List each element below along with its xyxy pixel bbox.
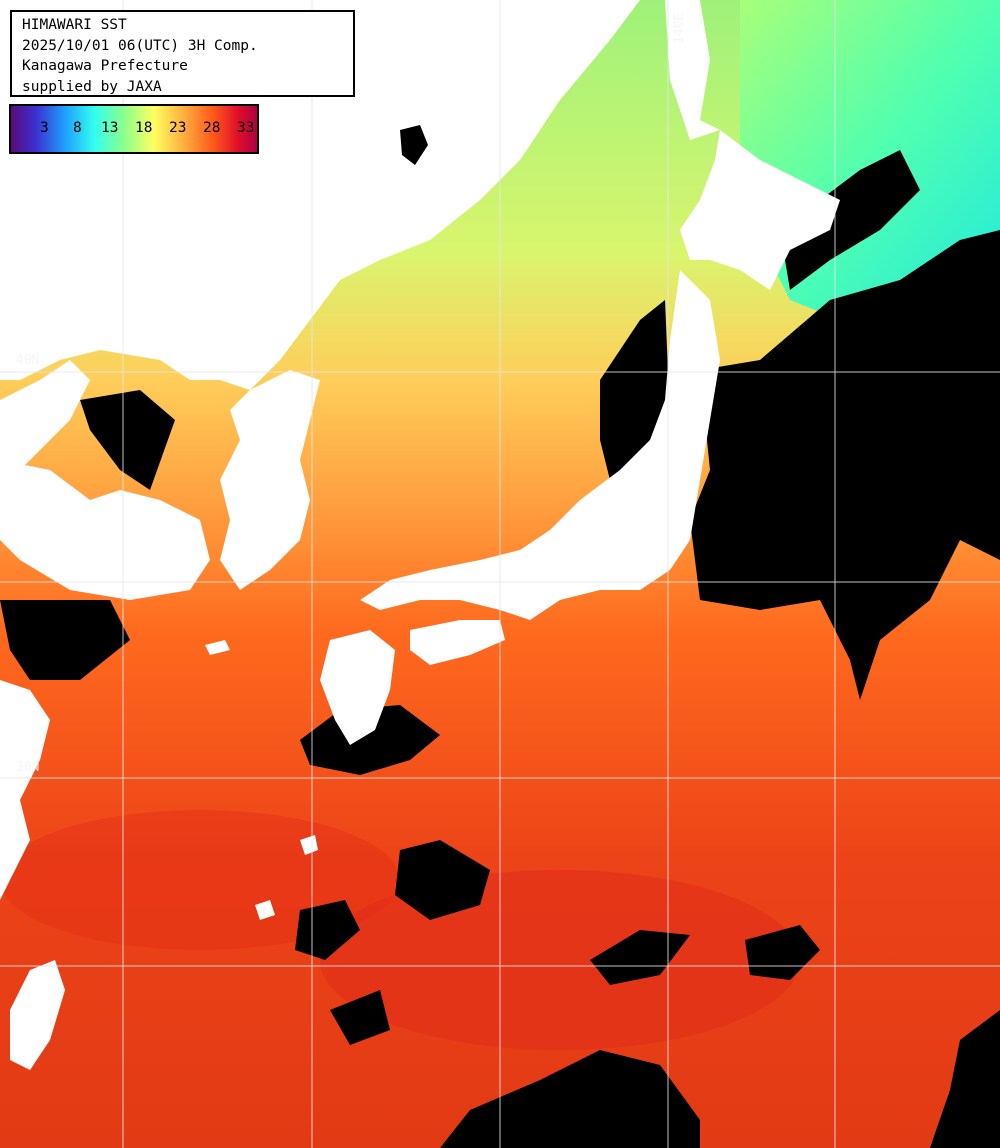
title-line: HIMAWARI SST bbox=[22, 17, 127, 33]
land-island bbox=[300, 835, 318, 855]
colorbar-tick: 13 bbox=[101, 120, 119, 136]
colorbar-tick: 18 bbox=[135, 120, 153, 136]
land-kyushu bbox=[320, 630, 395, 745]
credit-line: supplied by JAXA bbox=[22, 78, 162, 95]
region-line: Kanagawa Prefecture bbox=[22, 58, 188, 74]
lat-label-30n: 30N bbox=[16, 760, 40, 775]
land-russia bbox=[0, 0, 640, 390]
land-china bbox=[0, 680, 50, 900]
lat-label-40n: 40N bbox=[16, 353, 40, 368]
cloud-mask bbox=[80, 390, 175, 490]
cloud-mask bbox=[300, 705, 440, 775]
cloud-mask bbox=[780, 150, 920, 290]
colorbar-gradient bbox=[11, 106, 257, 152]
colorbar-ticks: 3 8 13 18 23 28 33 bbox=[11, 120, 257, 140]
land-china bbox=[0, 460, 210, 600]
land-shikoku bbox=[410, 620, 505, 665]
colorbar-tick: 3 bbox=[40, 120, 49, 136]
colorbar-legend: 3 8 13 18 23 28 33 bbox=[9, 104, 259, 154]
land-sakhalin bbox=[665, 0, 720, 140]
land-hokkaido bbox=[680, 130, 840, 290]
land-china bbox=[0, 360, 90, 480]
land-island bbox=[205, 640, 230, 655]
land-korea bbox=[220, 370, 320, 590]
colorbar-tick: 23 bbox=[169, 120, 187, 136]
cloud-mask bbox=[440, 1050, 700, 1148]
title-box: HIMAWARI SST 2025/10/01 06(UTC) 3H Comp.… bbox=[10, 10, 355, 97]
cloud-mask bbox=[330, 990, 390, 1045]
cloud-mask bbox=[0, 600, 130, 680]
land-honshu bbox=[360, 270, 720, 620]
land-island bbox=[255, 900, 275, 920]
cloud-mask bbox=[295, 900, 360, 960]
cloud-mask bbox=[400, 125, 428, 165]
cloud-mask bbox=[930, 1010, 1000, 1148]
colorbar-tick: 8 bbox=[73, 120, 82, 136]
colorbar-tick: 28 bbox=[203, 120, 221, 136]
colorbar-tick: 33 bbox=[237, 120, 255, 136]
cloud-mask bbox=[395, 840, 490, 920]
land-taiwan bbox=[10, 960, 65, 1070]
timestamp-line: 2025/10/01 06(UTC) 3H Comp. bbox=[22, 37, 258, 54]
land-island bbox=[345, 712, 360, 727]
lon-label-140e: 140E bbox=[672, 12, 687, 44]
cloud-mask bbox=[590, 930, 690, 985]
